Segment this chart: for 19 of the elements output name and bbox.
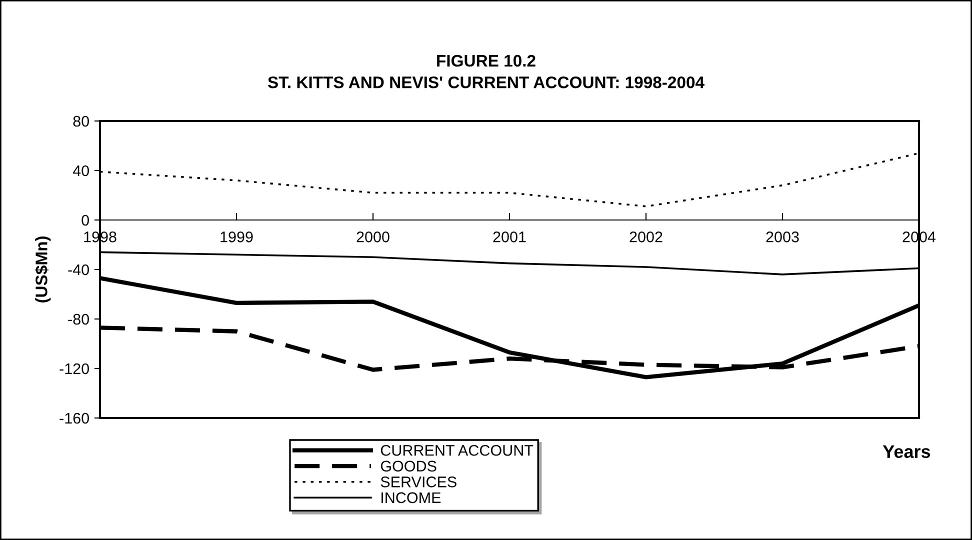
y-tick-label: -40 [68, 264, 89, 276]
y-tick-label: 0 [82, 214, 89, 226]
y-tick-label: -80 [68, 314, 89, 325]
y-tick-label: 40 [72, 165, 89, 176]
x-tick-label: 2003 [766, 232, 799, 242]
legend-label: SERVICES [380, 476, 456, 488]
y-tick-label: -160 [60, 412, 89, 424]
legend-label: CURRENT ACCOUNT [380, 444, 534, 456]
x-tick-label: 1999 [220, 232, 253, 242]
x-tick-label: 2001 [493, 232, 526, 242]
y-tick-label: -120 [60, 363, 89, 374]
x-tick-label: 2002 [630, 232, 662, 242]
y-tick-label: 80 [73, 116, 89, 127]
chart-title: FIGURE 10.2 ST. KITTS AND NEVIS' CURRENT ACCOUNT: 1998-2004 [268, 54, 704, 88]
legend-label: INCOME [382, 492, 441, 504]
legend-label: GOODS [380, 460, 436, 472]
y-axis-title: (US$Mn) [34, 236, 51, 302]
x-tick-label: 2000 [356, 232, 390, 242]
x-axis-title: Years [882, 445, 930, 458]
